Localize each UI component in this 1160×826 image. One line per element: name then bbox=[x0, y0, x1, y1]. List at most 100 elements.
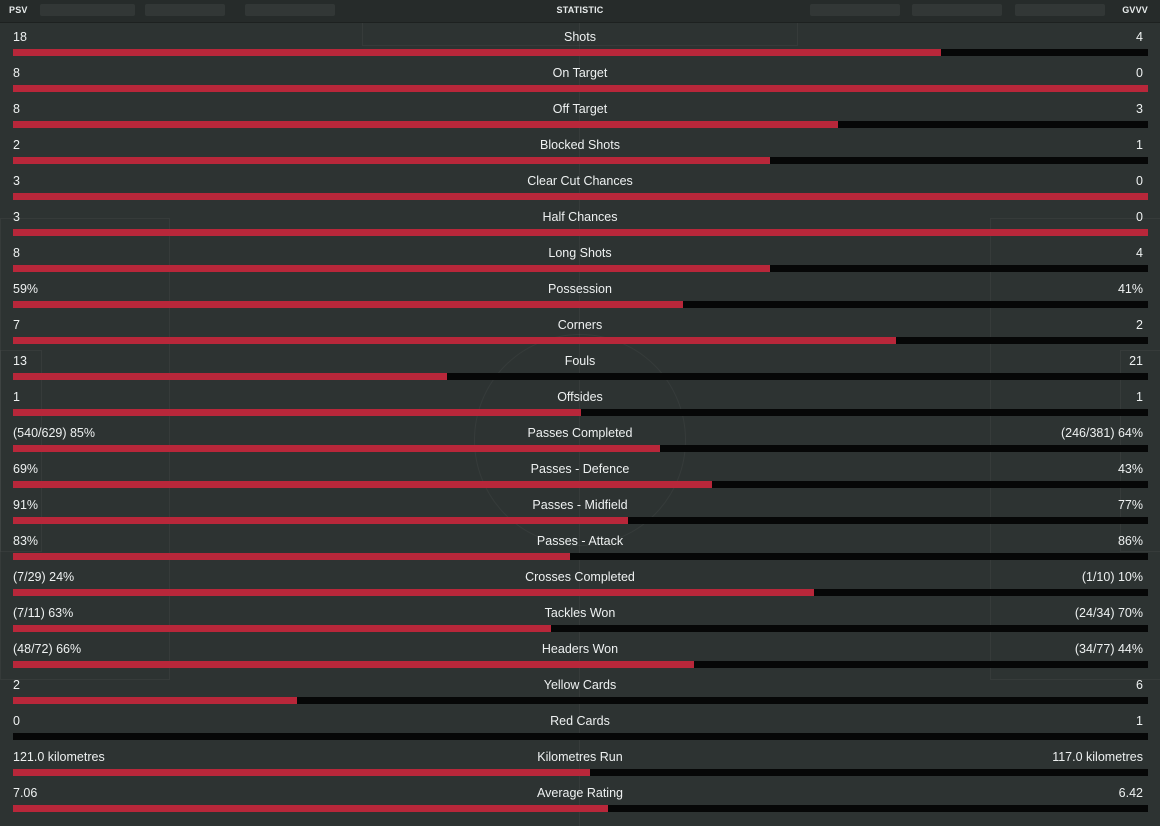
stat-name: Passes - Midfield bbox=[532, 498, 628, 512]
stat-comparison-bar bbox=[13, 265, 1148, 272]
stat-row: 18 Shots 4 bbox=[0, 24, 1160, 60]
stat-row: 7 Corners 2 bbox=[0, 312, 1160, 348]
stat-row: 1 Offsides 1 bbox=[0, 384, 1160, 420]
away-stat-value: 77% bbox=[1117, 498, 1143, 512]
stat-comparison-bar bbox=[13, 301, 1148, 308]
away-stat-value: 3 bbox=[1136, 102, 1143, 116]
stat-row: 91% Passes - Midfield 77% bbox=[0, 492, 1160, 528]
stats-header: PSV STATISTIC GVVV bbox=[0, 0, 1160, 23]
home-stat-value: 83% bbox=[13, 534, 39, 548]
stat-name: On Target bbox=[552, 66, 608, 80]
home-share-fill bbox=[13, 193, 1148, 200]
home-share-fill bbox=[13, 157, 770, 164]
stat-name: Fouls bbox=[564, 354, 596, 368]
stat-row: 121.0 kilometres Kilometres Run 117.0 kilo… bbox=[0, 744, 1160, 780]
away-stat-value: 86% bbox=[1117, 534, 1143, 548]
header-ghost-element bbox=[245, 4, 335, 16]
home-stat-value: 59% bbox=[13, 282, 39, 296]
stat-comparison-bar bbox=[13, 193, 1148, 200]
home-share-fill bbox=[13, 625, 551, 632]
header-ghost-element bbox=[1015, 4, 1105, 16]
away-stat-value: 4 bbox=[1136, 30, 1143, 44]
home-share-fill bbox=[13, 445, 660, 452]
stat-comparison-bar bbox=[13, 121, 1148, 128]
away-stat-value: 0 bbox=[1136, 210, 1143, 224]
stat-name: Corners bbox=[557, 318, 603, 332]
stat-comparison-bar bbox=[13, 49, 1148, 56]
stat-name: Kilometres Run bbox=[537, 750, 623, 764]
home-share-fill bbox=[13, 121, 838, 128]
home-share-fill bbox=[13, 553, 570, 560]
stat-comparison-bar bbox=[13, 625, 1148, 632]
stat-name: Red Cards bbox=[550, 714, 610, 728]
stat-name: Passes Completed bbox=[527, 426, 633, 440]
stat-row: (7/29) 24% Crosses Completed (1/10) 10% bbox=[0, 564, 1160, 600]
stat-comparison-bar bbox=[13, 157, 1148, 164]
home-stat-value: 13 bbox=[13, 354, 27, 368]
away-stat-value: 6.42 bbox=[1118, 786, 1143, 800]
stat-comparison-bar bbox=[13, 445, 1148, 452]
home-stat-value: 8 bbox=[13, 102, 20, 116]
home-stat-value: (48/72) 66% bbox=[13, 642, 82, 656]
statistic-column-header: STATISTIC bbox=[556, 5, 604, 15]
home-stat-value: 8 bbox=[13, 66, 20, 80]
home-share-fill bbox=[13, 229, 1148, 236]
home-share-fill bbox=[13, 301, 683, 308]
stat-comparison-bar bbox=[13, 229, 1148, 236]
stat-comparison-bar bbox=[13, 409, 1148, 416]
home-share-fill bbox=[13, 49, 941, 56]
home-share-fill bbox=[13, 373, 447, 380]
stat-row: 0 Red Cards 1 bbox=[0, 708, 1160, 744]
header-ghost-element bbox=[145, 4, 225, 16]
stat-row: 3 Half Chances 0 bbox=[0, 204, 1160, 240]
stat-row: (48/72) 66% Headers Won (34/77) 44% bbox=[0, 636, 1160, 672]
home-stat-value: (540/629) 85% bbox=[13, 426, 96, 440]
home-stat-value: 121.0 kilometres bbox=[13, 750, 105, 764]
away-stat-value: (1/10) 10% bbox=[1081, 570, 1143, 584]
stat-name: Half Chances bbox=[542, 210, 618, 224]
home-stat-value: 8 bbox=[13, 246, 20, 260]
stat-name: Average Rating bbox=[537, 786, 623, 800]
stat-name: Passes - Attack bbox=[536, 534, 624, 548]
stat-row: 8 Long Shots 4 bbox=[0, 240, 1160, 276]
stat-comparison-bar bbox=[13, 481, 1148, 488]
home-team-header: PSV bbox=[9, 5, 28, 15]
stat-name: Yellow Cards bbox=[543, 678, 617, 692]
home-stat-value: 69% bbox=[13, 462, 39, 476]
home-share-fill bbox=[13, 661, 694, 668]
home-stat-value: 1 bbox=[13, 390, 20, 404]
home-share-fill bbox=[13, 589, 814, 596]
home-stat-value: 0 bbox=[13, 714, 20, 728]
stat-name: Passes - Defence bbox=[530, 462, 630, 476]
away-stat-value: 6 bbox=[1136, 678, 1143, 692]
header-ghost-element bbox=[912, 4, 1002, 16]
stat-name: Clear Cut Chances bbox=[527, 174, 633, 188]
home-stat-value: 2 bbox=[13, 678, 20, 692]
header-ghost-element bbox=[810, 4, 900, 16]
stat-row: 13 Fouls 21 bbox=[0, 348, 1160, 384]
away-stat-value: 0 bbox=[1136, 66, 1143, 80]
stat-row: 8 Off Target 3 bbox=[0, 96, 1160, 132]
stat-comparison-bar bbox=[13, 85, 1148, 92]
home-stat-value: 2 bbox=[13, 138, 20, 152]
stat-comparison-bar bbox=[13, 517, 1148, 524]
home-stat-value: 3 bbox=[13, 174, 20, 188]
home-share-fill bbox=[13, 481, 712, 488]
home-share-fill bbox=[13, 697, 297, 704]
stat-comparison-bar bbox=[13, 733, 1148, 740]
home-share-fill bbox=[13, 409, 581, 416]
away-stat-value: 1 bbox=[1136, 714, 1143, 728]
home-share-fill bbox=[13, 265, 770, 272]
away-stat-value: (34/77) 44% bbox=[1074, 642, 1143, 656]
stat-row: 3 Clear Cut Chances 0 bbox=[0, 168, 1160, 204]
away-stat-value: 21 bbox=[1129, 354, 1143, 368]
away-team-header: GVVV bbox=[1122, 5, 1148, 15]
away-stat-value: (24/34) 70% bbox=[1074, 606, 1143, 620]
stat-row: 69% Passes - Defence 43% bbox=[0, 456, 1160, 492]
away-stat-value: (246/381) 64% bbox=[1060, 426, 1143, 440]
stat-name: Long Shots bbox=[548, 246, 612, 260]
stat-row: 83% Passes - Attack 86% bbox=[0, 528, 1160, 564]
stat-comparison-bar bbox=[13, 553, 1148, 560]
away-stat-value: 41% bbox=[1117, 282, 1143, 296]
